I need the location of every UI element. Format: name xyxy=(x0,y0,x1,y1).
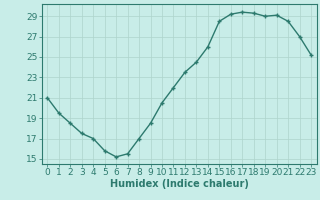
X-axis label: Humidex (Indice chaleur): Humidex (Indice chaleur) xyxy=(110,179,249,189)
